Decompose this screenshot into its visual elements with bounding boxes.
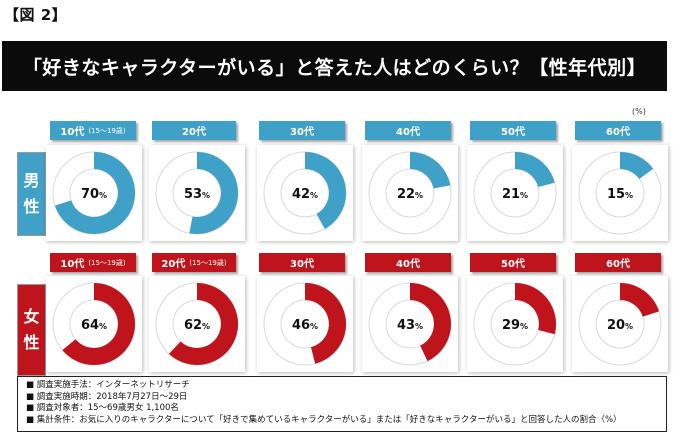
age-tab: 40代: [365, 253, 451, 272]
donut-value-label: 62%: [184, 318, 210, 333]
donut-segment: [168, 283, 238, 365]
age-tab: 20代: [152, 121, 236, 140]
donut-value-label: 22%: [397, 187, 423, 202]
donut-chart: 70%: [52, 151, 136, 235]
note-line: ■ 集計条件：お気に入りのキャラクターについて「好きで集めているキャラクターがい…: [26, 414, 622, 425]
donut-panel: 29%: [467, 276, 563, 372]
age-tab: 40代: [365, 121, 451, 140]
donut-chart: 15%: [578, 151, 662, 235]
age-tab: 30代: [259, 121, 345, 140]
donut-chart: 29%: [473, 282, 557, 366]
donut-chart: 21%: [473, 151, 557, 235]
age-tab-label: 60代: [606, 259, 630, 270]
age-tab-label: 20代: [161, 259, 186, 270]
row-label-male: 男 性: [17, 152, 46, 236]
donut-chart: 53%: [155, 151, 239, 235]
donut-panel: 42%: [257, 145, 353, 241]
donut-chart: 46%: [263, 282, 347, 366]
donut-panel: 64%: [46, 276, 142, 372]
donut-segment: [620, 283, 659, 317]
age-tab: 60代: [575, 253, 661, 272]
age-tab-note: (15～19歳): [189, 258, 227, 267]
donut-segment: [410, 283, 451, 362]
row-label-char: 性: [23, 333, 40, 352]
age-tab-label: 10代: [60, 259, 85, 270]
donut-panel: 20%: [572, 276, 668, 372]
donut-chart: 62%: [155, 282, 239, 366]
chart-title: 「好きなキャラクターがいる」と答えた人はどのくらい？【性年代別】: [2, 41, 667, 91]
donut-value-label: 15%: [607, 187, 633, 202]
age-tab-label: 50代: [501, 259, 525, 270]
donut-segment: [305, 283, 346, 364]
survey-notes: ■ 調査実施手法：インターネットリサーチ ■ 調査実施時期：2018年7月27日…: [17, 376, 667, 432]
donut-value-label: 43%: [397, 318, 423, 333]
age-tab-label: 30代: [290, 127, 314, 138]
donut-segment: [515, 152, 555, 188]
donut-value-label: 46%: [292, 318, 318, 333]
age-tab-label: 20代: [182, 127, 206, 138]
age-tab: 30代: [259, 253, 345, 272]
age-tab-label: 50代: [501, 127, 525, 138]
donut-panel: 46%: [257, 276, 353, 372]
age-tab-label: 40代: [396, 127, 420, 138]
age-tab-note: (15～19歳): [88, 126, 126, 135]
donut-chart: 22%: [368, 151, 452, 235]
age-tab: 60代: [575, 121, 661, 140]
donut-panel: 21%: [467, 145, 563, 241]
donut-panel: 15%: [572, 145, 668, 241]
donut-panel: 22%: [362, 145, 458, 241]
donut-value-label: 29%: [502, 318, 528, 333]
figure-label: 【図 2】: [4, 6, 68, 24]
note-line: ■ 調査実施手法：インターネットリサーチ: [26, 380, 190, 390]
note-line: ■ 調査対象者：15～69歳男女 1,100名: [26, 403, 179, 413]
donut-value-label: 64%: [81, 318, 107, 333]
donut-segment: [620, 152, 654, 179]
note-line: ■ 調査実施時期：2018年7月27日～29日: [26, 391, 188, 402]
age-tab-label: 10代: [60, 127, 85, 138]
donut-chart: 64%: [52, 282, 136, 366]
donut-segment: [305, 152, 346, 229]
age-tab-label: 60代: [606, 127, 630, 138]
donut-panel: 43%: [362, 276, 458, 372]
donut-segment: [62, 283, 135, 365]
age-tab: 10代 (15～19歳): [50, 253, 136, 272]
age-tab: 50代: [470, 121, 556, 140]
donut-chart: 42%: [263, 151, 347, 235]
donut-value-label: 42%: [292, 187, 318, 202]
age-tab: 50代: [470, 253, 556, 272]
donut-segment: [410, 152, 451, 189]
age-tab: 10代 (15～19歳): [50, 121, 136, 140]
donut-panel: 53%: [149, 145, 245, 241]
row-label-female: 女 性: [17, 284, 46, 376]
age-tab: 20代 (15～19歳): [152, 253, 236, 272]
age-tab-label: 40代: [396, 259, 420, 270]
row-label-char: 女: [23, 307, 40, 326]
donut-panel: 62%: [149, 276, 245, 372]
donut-segment: [55, 152, 135, 234]
row-label-char: 性: [23, 197, 40, 216]
donut-value-label: 21%: [502, 187, 528, 202]
donut-chart: 20%: [578, 282, 662, 366]
donut-segment: [515, 283, 556, 335]
age-tab-label: 30代: [290, 259, 314, 270]
donut-chart: 43%: [368, 282, 452, 366]
age-tab-note: (15～19歳): [88, 258, 126, 267]
donut-segment: [189, 152, 238, 234]
unit-label: (%): [632, 107, 646, 116]
donut-value-label: 53%: [184, 187, 210, 202]
donut-value-label: 70%: [81, 187, 107, 202]
donut-panel: 70%: [46, 145, 142, 241]
donut-value-label: 20%: [607, 318, 633, 333]
row-label-char: 男: [23, 171, 40, 190]
